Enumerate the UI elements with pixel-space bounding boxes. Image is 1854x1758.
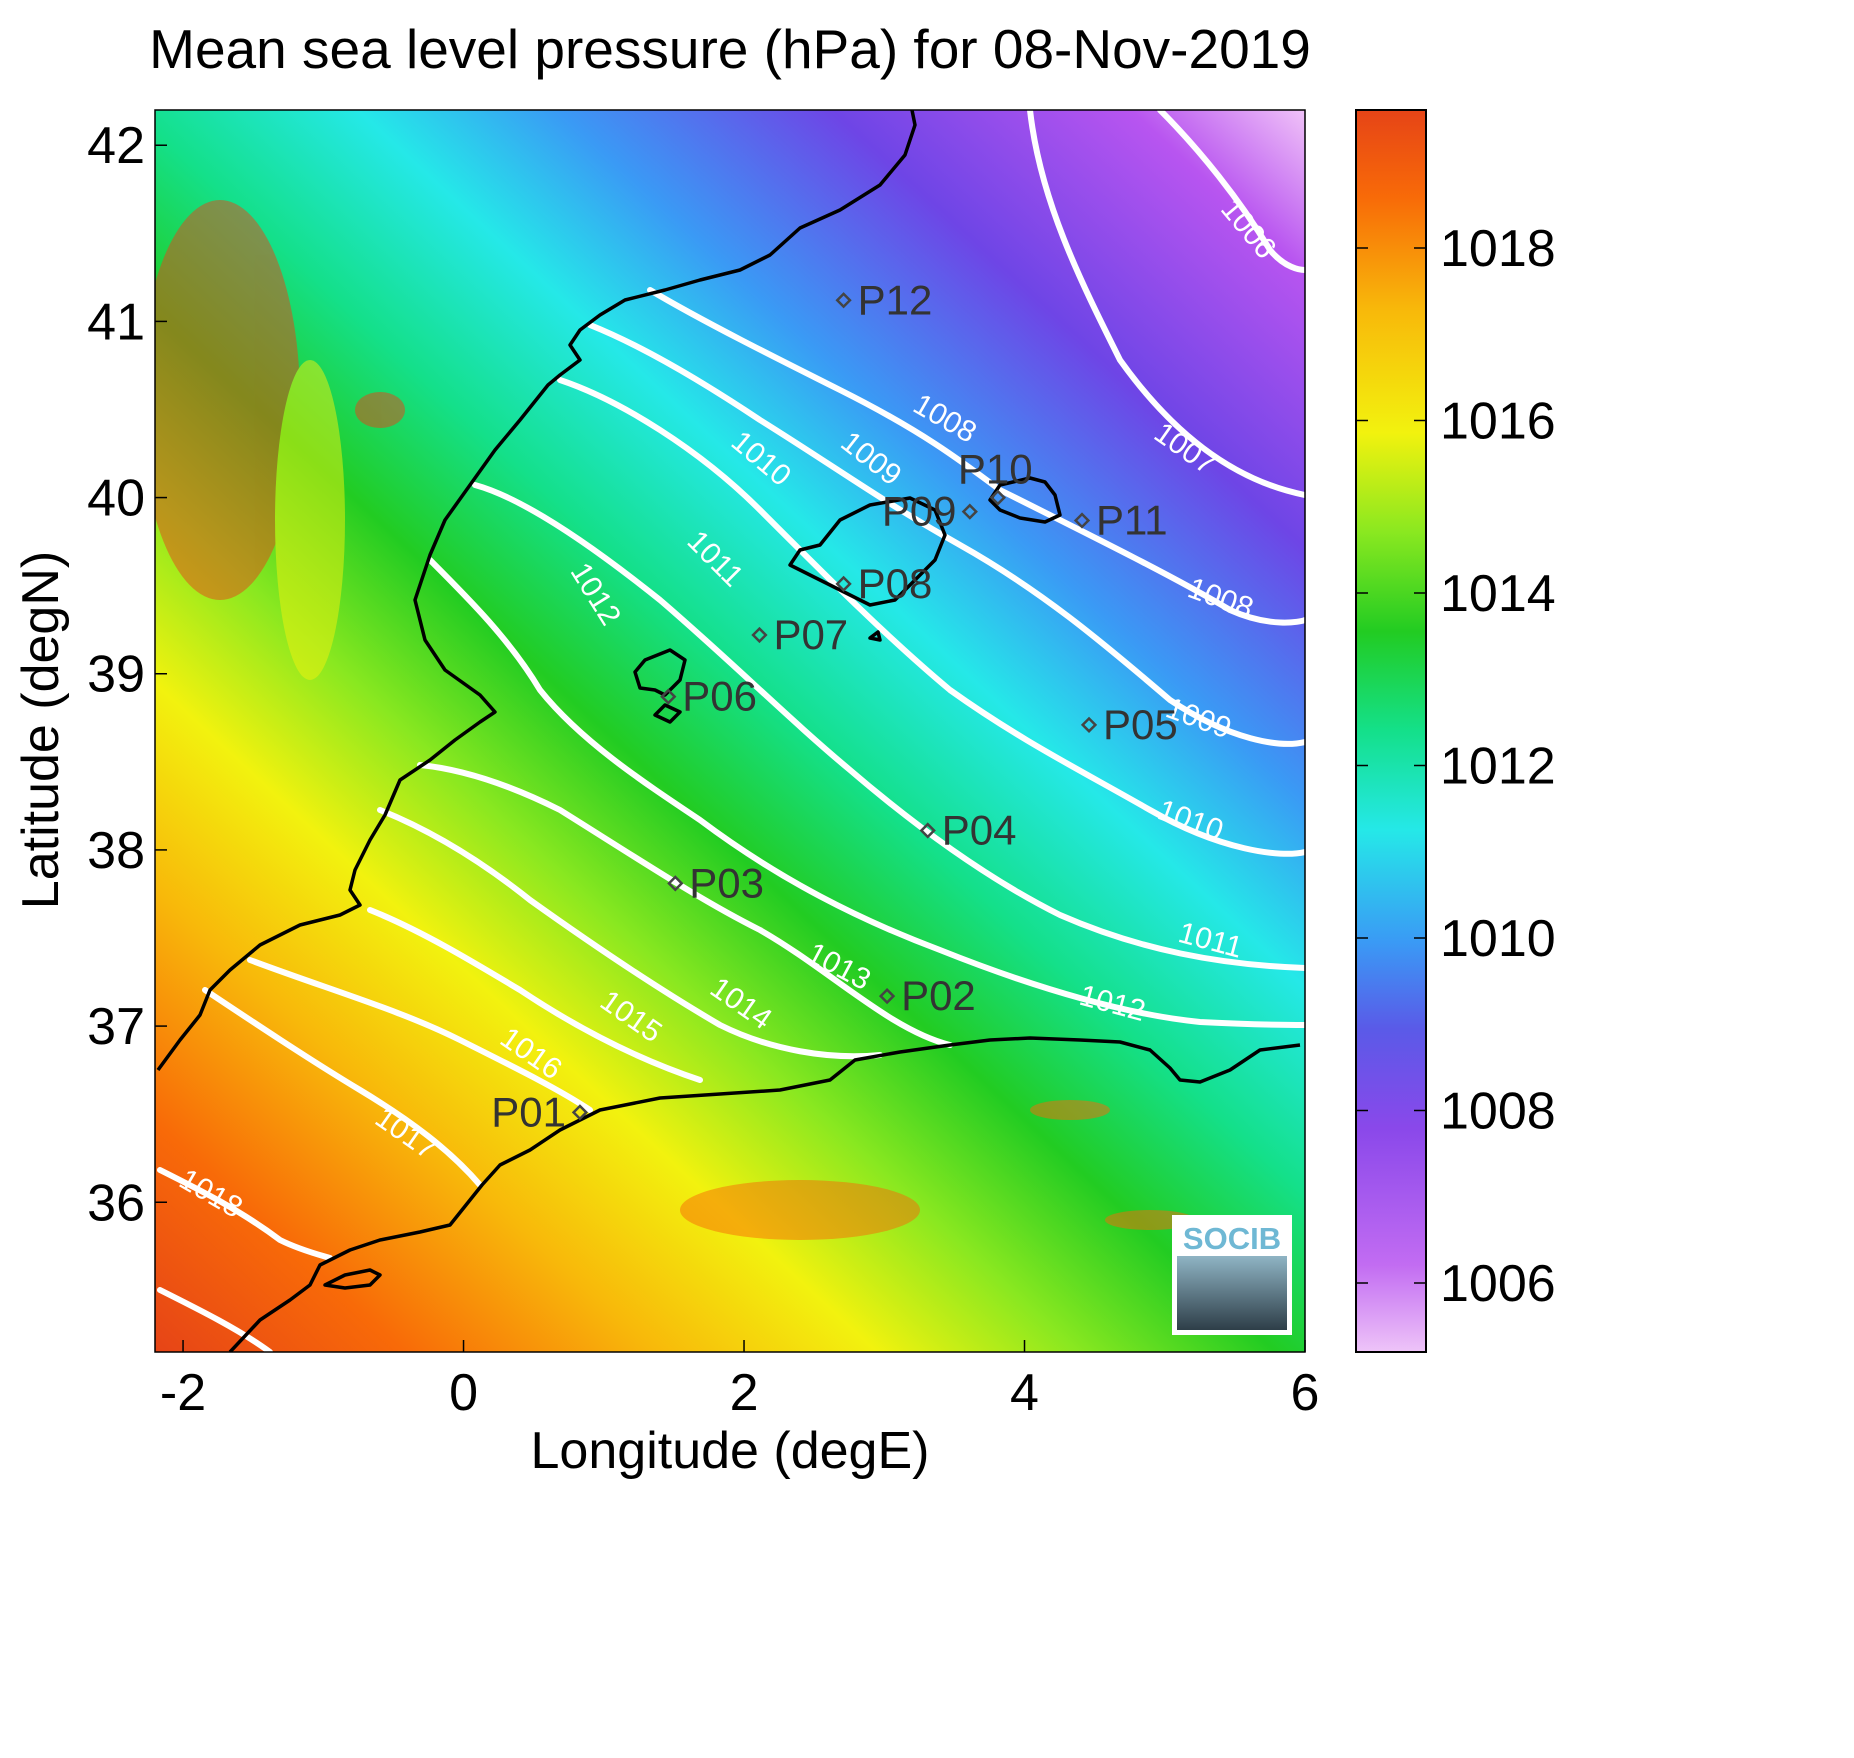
socib-logo: SOCIB [1172, 1215, 1292, 1335]
isobar-1018 [157, 1287, 273, 1352]
socib-logo-text: SOCIB [1183, 1221, 1281, 1256]
isobar-1014 [377, 807, 883, 1060]
station-marker [667, 875, 684, 892]
station-marker [751, 626, 768, 644]
chart-title: Mean sea level pressure (hPa) for 08-Nov… [149, 18, 1311, 80]
isobar-1012 [427, 557, 1305, 1028]
iberian-coastline [156, 110, 917, 1072]
isobar-1007 [1027, 110, 1305, 498]
y-tick-label: 36 [87, 1174, 145, 1232]
station-marker [835, 292, 852, 309]
pressure-field [155, 110, 1305, 1352]
y-tick-label: 38 [87, 822, 145, 880]
formentera-island [653, 703, 682, 724]
station-marker [660, 688, 677, 705]
y-tick-label: 39 [87, 646, 145, 704]
x-tick-label: 6 [1291, 1364, 1320, 1422]
y-axis-label: Latitude (degN) [12, 551, 70, 909]
menorca-island [988, 476, 1062, 524]
station-label: P01 [491, 1088, 566, 1135]
station-marker [571, 1104, 589, 1121]
station-marker [989, 489, 1006, 506]
station-marker [835, 575, 852, 593]
isobar-1015 [367, 907, 703, 1083]
north-african-coastline [228, 1036, 1301, 1352]
station-marker [961, 503, 978, 520]
x-tick-label: 2 [730, 1364, 759, 1422]
station-label: P10 [958, 446, 1033, 493]
isobar-1009 [587, 322, 1305, 747]
isobar-1011 [472, 482, 1305, 971]
y-tick-label: 40 [87, 470, 145, 528]
mallorca-island [788, 496, 947, 607]
coastline [156, 110, 1301, 1352]
y-tick-label: 42 [87, 117, 145, 175]
x-tick-label: -2 [160, 1364, 206, 1422]
plot-frame [154, 109, 1306, 1353]
isobar-1008 [647, 287, 1305, 626]
station-label: P12 [858, 276, 933, 323]
isobar-1006 [1157, 110, 1305, 273]
x-axis-label: Longitude (degE) [531, 1422, 930, 1480]
station-label: P05 [1103, 701, 1178, 748]
colorbar-tick-label: 1012 [1440, 738, 1556, 796]
isobar-1016 [247, 957, 593, 1113]
y-tick-label: 37 [87, 998, 145, 1056]
station-marker [1080, 716, 1098, 733]
isobar-1018 [157, 1167, 333, 1261]
colorbar-tick-label: 1010 [1440, 910, 1556, 968]
isobar-lines [157, 110, 1305, 1352]
station-label: P08 [858, 560, 933, 607]
colorbar-tick-label: 1018 [1440, 220, 1556, 278]
cabrera-island [868, 630, 882, 642]
isobar-1013 [417, 762, 953, 1048]
station-label: P04 [942, 807, 1017, 854]
colorbar-tick-label: 1016 [1440, 393, 1556, 451]
colorbar-ticks: 1018 1016 1014 1012 1010 1008 1006 [1356, 220, 1556, 1313]
station-label: P07 [773, 611, 848, 658]
station-marker [878, 988, 896, 1005]
ibiza-island [633, 648, 687, 697]
isobar-1017 [202, 987, 483, 1188]
station-label: P11 [1096, 496, 1168, 543]
station-label: P06 [682, 673, 757, 720]
y-axis-ticks: 42 41 40 39 38 37 36 [87, 117, 167, 1232]
x-tick-label: 0 [449, 1364, 478, 1422]
isobar-1010 [557, 377, 1305, 857]
x-tick-label: 4 [1010, 1364, 1039, 1422]
map-plot-area: 1006100710081008100910091010101010111011… [155, 110, 1305, 1352]
colorbar [1355, 109, 1427, 1353]
colorbar-tick-label: 1006 [1440, 1255, 1556, 1313]
station-marker [919, 822, 936, 839]
colorbar-tick-label: 1008 [1440, 1083, 1556, 1141]
y-tick-label: 41 [87, 293, 145, 351]
x-axis-ticks: -2 0 2 4 6 [160, 1340, 1320, 1422]
colorbar-tick-label: 1014 [1440, 565, 1556, 623]
alboran-island [323, 1268, 382, 1290]
station-label: P03 [689, 859, 764, 906]
station-label: P09 [882, 488, 957, 535]
station-marker [1073, 512, 1091, 529]
station-label: P02 [901, 972, 976, 1019]
